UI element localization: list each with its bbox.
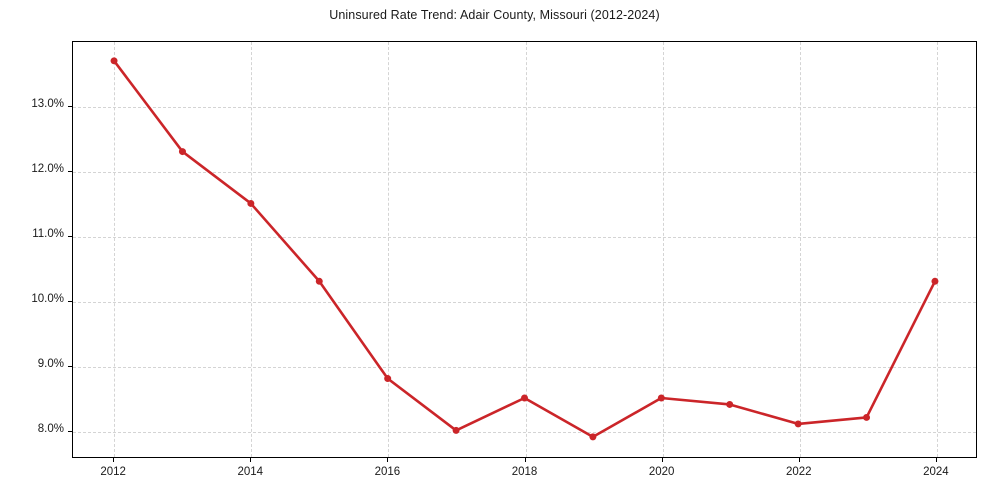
data-point-marker <box>315 277 323 285</box>
x-tick-label: 2022 <box>785 466 812 478</box>
y-tick-mark <box>68 366 72 368</box>
data-point-marker <box>657 394 665 402</box>
gridline-vertical <box>936 42 938 457</box>
chart-title: Uninsured Rate Trend: Adair County, Miss… <box>329 8 660 22</box>
x-tick-mark <box>935 458 937 462</box>
gridline-vertical <box>251 42 253 457</box>
gridline-horizontal <box>73 301 976 303</box>
x-tick-label: 2016 <box>374 466 401 478</box>
gridline-vertical <box>662 42 664 457</box>
y-tick-label: 8.0% <box>37 423 64 436</box>
gridline-vertical <box>799 42 801 457</box>
data-point-marker <box>863 413 871 421</box>
data-point-marker <box>931 277 939 285</box>
gridline-horizontal <box>73 171 976 173</box>
y-tick-mark <box>68 235 72 237</box>
gridline-horizontal <box>73 432 976 434</box>
data-point-marker <box>589 433 597 441</box>
y-tick-label: 9.0% <box>37 358 64 371</box>
gridline-horizontal <box>73 367 976 369</box>
data-point-marker <box>178 148 186 156</box>
x-tick-mark <box>250 458 252 462</box>
series-line <box>112 59 937 439</box>
y-tick-mark <box>68 431 72 433</box>
plot-area <box>72 41 977 458</box>
data-point-marker <box>384 375 392 383</box>
y-tick-mark <box>68 170 72 172</box>
y-tick-mark <box>68 105 72 107</box>
y-tick-mark <box>68 300 72 302</box>
y-tick-label: 11.0% <box>32 227 64 240</box>
x-tick-mark <box>524 458 526 462</box>
x-tick-mark <box>113 458 115 462</box>
gridline-vertical <box>525 42 527 457</box>
line-series-uninsured-rate <box>110 57 939 441</box>
x-tick-mark <box>661 458 663 462</box>
gridline-horizontal <box>73 106 976 108</box>
gridline-vertical <box>388 42 390 457</box>
gridline-vertical <box>114 42 116 457</box>
data-point-marker <box>452 426 460 434</box>
x-tick-label: 2014 <box>237 466 264 478</box>
y-tick-label: 10.0% <box>31 292 64 305</box>
gridline-horizontal <box>73 236 976 238</box>
x-tick-label: 2024 <box>923 466 949 478</box>
x-tick-label: 2012 <box>100 466 126 478</box>
x-tick-label: 2018 <box>511 466 538 478</box>
x-tick-mark <box>798 458 800 462</box>
data-point-marker <box>247 199 255 207</box>
data-point-marker <box>110 57 118 65</box>
x-tick-mark <box>387 458 389 462</box>
data-point-marker <box>794 420 802 428</box>
y-tick-label: 13.0% <box>31 97 64 110</box>
data-point-marker <box>726 400 734 408</box>
data-point-marker <box>521 394 528 402</box>
x-tick-label: 2020 <box>648 466 675 478</box>
y-tick-label: 12.0% <box>31 162 64 175</box>
